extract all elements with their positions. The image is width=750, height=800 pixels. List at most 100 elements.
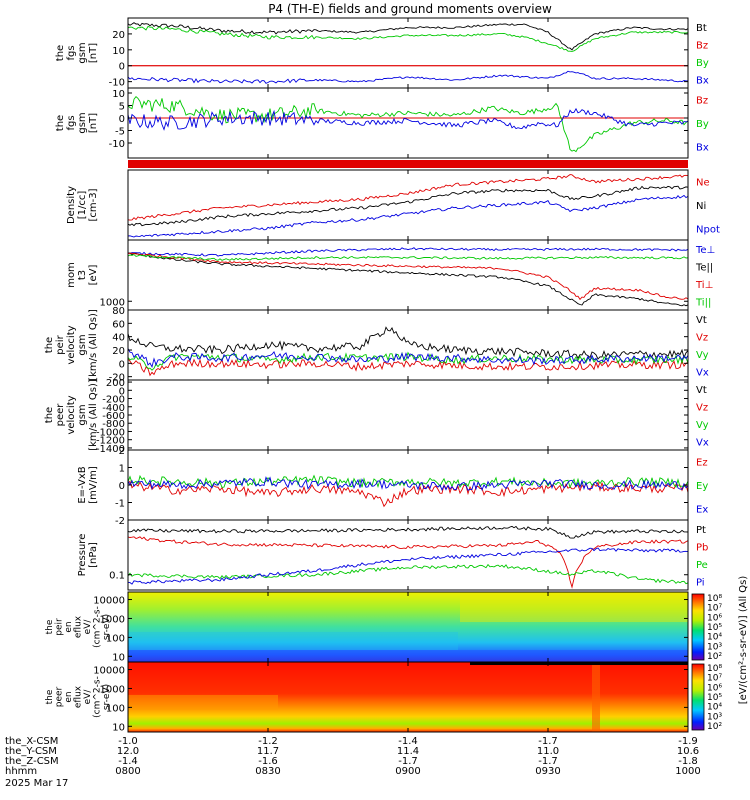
colorbar-tick-label: 10⁵ xyxy=(707,693,722,703)
y-tick-label: 1000 xyxy=(100,297,125,308)
series-Ex xyxy=(127,476,689,492)
colorbar-tick-label: 10⁵ xyxy=(707,623,722,633)
colorbar-tick-label: 10³ xyxy=(707,642,722,652)
y-tick-label: 10 xyxy=(112,46,125,57)
y-tick-label: 200 xyxy=(106,378,125,389)
y-label-line: peir xyxy=(55,334,66,354)
series-By xyxy=(127,25,689,52)
y-label-line: [nT] xyxy=(88,113,99,133)
y-label-line: gsm xyxy=(77,334,88,355)
y-tick-label: -2 xyxy=(115,516,125,527)
series-Pi xyxy=(127,547,689,585)
y-axis-label: Pressure [nPa] xyxy=(77,534,99,577)
legend-Ez: Ez xyxy=(696,458,708,469)
legend-Vx: Vx xyxy=(696,367,709,378)
panel-frame xyxy=(127,519,689,591)
y-label-line: [eV] xyxy=(88,265,99,286)
y-tick-label: 2 xyxy=(119,446,125,457)
y-label-line: en xyxy=(64,691,74,702)
x-row-value: 10.6 xyxy=(677,746,699,757)
y-tick-label: -10 xyxy=(109,139,125,150)
legend-Bx: Bx xyxy=(696,75,709,86)
figure-title: P4 (TH-E) fields and ground moments over… xyxy=(268,2,552,16)
x-row-value: -1.2 xyxy=(258,736,278,747)
x-row-value: -1.4 xyxy=(118,756,138,767)
y-label-line: gsm xyxy=(77,112,88,133)
y-tick-label: 20 xyxy=(112,30,125,41)
colorbar-1 xyxy=(691,593,705,661)
legend-Ti||: Ti|| xyxy=(695,297,711,308)
y-axis-label: E=-VxB [mV/m] xyxy=(77,466,99,504)
y-label-line: velocity xyxy=(66,325,77,364)
y-label-line: eflux xyxy=(74,615,84,638)
legend-Pe: Pe xyxy=(696,560,708,571)
x-row-label: the_Z-CSM xyxy=(5,756,59,767)
y-tick-label: 20 xyxy=(112,346,125,357)
y-tick-label: 0 xyxy=(119,386,125,397)
y-tick-label: 10 xyxy=(112,89,125,100)
y-tick-label: 100 xyxy=(106,703,125,714)
x-row-value: -1.7 xyxy=(538,756,558,767)
y-tick-label: 10000 xyxy=(93,596,125,607)
legend-Bz: Bz xyxy=(696,96,708,107)
y-label-line: peer xyxy=(55,403,66,427)
y-label-line: eV/ xyxy=(83,619,93,635)
legend-By: By xyxy=(696,119,709,130)
x-row-label: hhmm xyxy=(5,766,37,777)
y-tick-label: -1 xyxy=(115,499,125,510)
x-row-value: 0800 xyxy=(115,766,140,777)
legend-Ni: Ni xyxy=(696,201,706,212)
y-label-line: the xyxy=(55,115,66,131)
legend-Ey: Ey xyxy=(696,481,708,492)
y-label-line: eflux xyxy=(74,685,84,708)
y-tick-label: -200 xyxy=(102,395,125,406)
panel-frame xyxy=(127,87,689,159)
y-tick-label: -800 xyxy=(102,419,125,430)
panel-efield: 2 1 0 -1 -2 E=-VxB [mV/m] Ez Ey Ex xyxy=(77,446,708,527)
y-axis-label: the fgs gsm [nT] xyxy=(55,112,99,133)
y-tick-label: -20 xyxy=(109,373,125,384)
y-tick-label: 0 xyxy=(119,359,125,370)
series-Ti⊥ xyxy=(127,252,689,301)
colorbar-tick-label: 10⁸ xyxy=(707,594,722,604)
y-label-line: (cm^2-s- xyxy=(93,606,103,648)
y-axis-label: mom t3 [eV] xyxy=(66,262,99,288)
x-row-value: -1.7 xyxy=(398,756,418,767)
y-label-line: [nT] xyxy=(88,43,99,63)
series-Ni xyxy=(127,185,689,227)
y-tick-label: -400 xyxy=(102,403,125,414)
y-axis-label: the peir en eflux eV/(cm^2-s-sr-eV) xyxy=(45,606,112,648)
series-Pb xyxy=(127,536,689,589)
panel-pressure: 0.1 Pressure [nPa] Pt Pb Pe Pi xyxy=(77,519,708,591)
x-row-value: -1.0 xyxy=(118,736,138,747)
y-label-line: t3 xyxy=(77,270,88,280)
panel-frame xyxy=(127,309,689,381)
x-row-value: 1000 xyxy=(675,766,700,777)
y-label-line: the xyxy=(55,45,66,61)
legend-Ti⊥: Ti⊥ xyxy=(695,280,713,291)
legend-Pt: Pt xyxy=(696,525,706,536)
legend-Ex: Ex xyxy=(696,504,708,515)
y-label-line: the xyxy=(45,619,55,634)
y-tick-label: 10 xyxy=(112,652,125,663)
x-row-value: 0830 xyxy=(255,766,280,777)
colorbar-2 xyxy=(691,663,705,731)
legend-Ne: Ne xyxy=(696,178,710,189)
y-tick-label: -1400 xyxy=(96,444,125,455)
series-Vy xyxy=(127,351,689,371)
y-tick-label: 10000 xyxy=(93,666,125,677)
panel-density: Density [1/cc] [cm-3] Ne Ni Npot xyxy=(66,169,720,241)
y-tick-label: 1000 xyxy=(100,614,125,625)
series-Ti|| xyxy=(127,254,689,261)
y-label-line: gsm xyxy=(77,404,88,425)
colorbar-tick-label: 10⁶ xyxy=(707,683,722,693)
legend-Vt: Vt xyxy=(696,315,707,326)
y-tick-label: 80 xyxy=(112,306,125,317)
y-label-line: the xyxy=(45,689,55,704)
colorbar-tick-label: 10⁴ xyxy=(707,703,722,713)
x-row-value: 0930 xyxy=(535,766,560,777)
